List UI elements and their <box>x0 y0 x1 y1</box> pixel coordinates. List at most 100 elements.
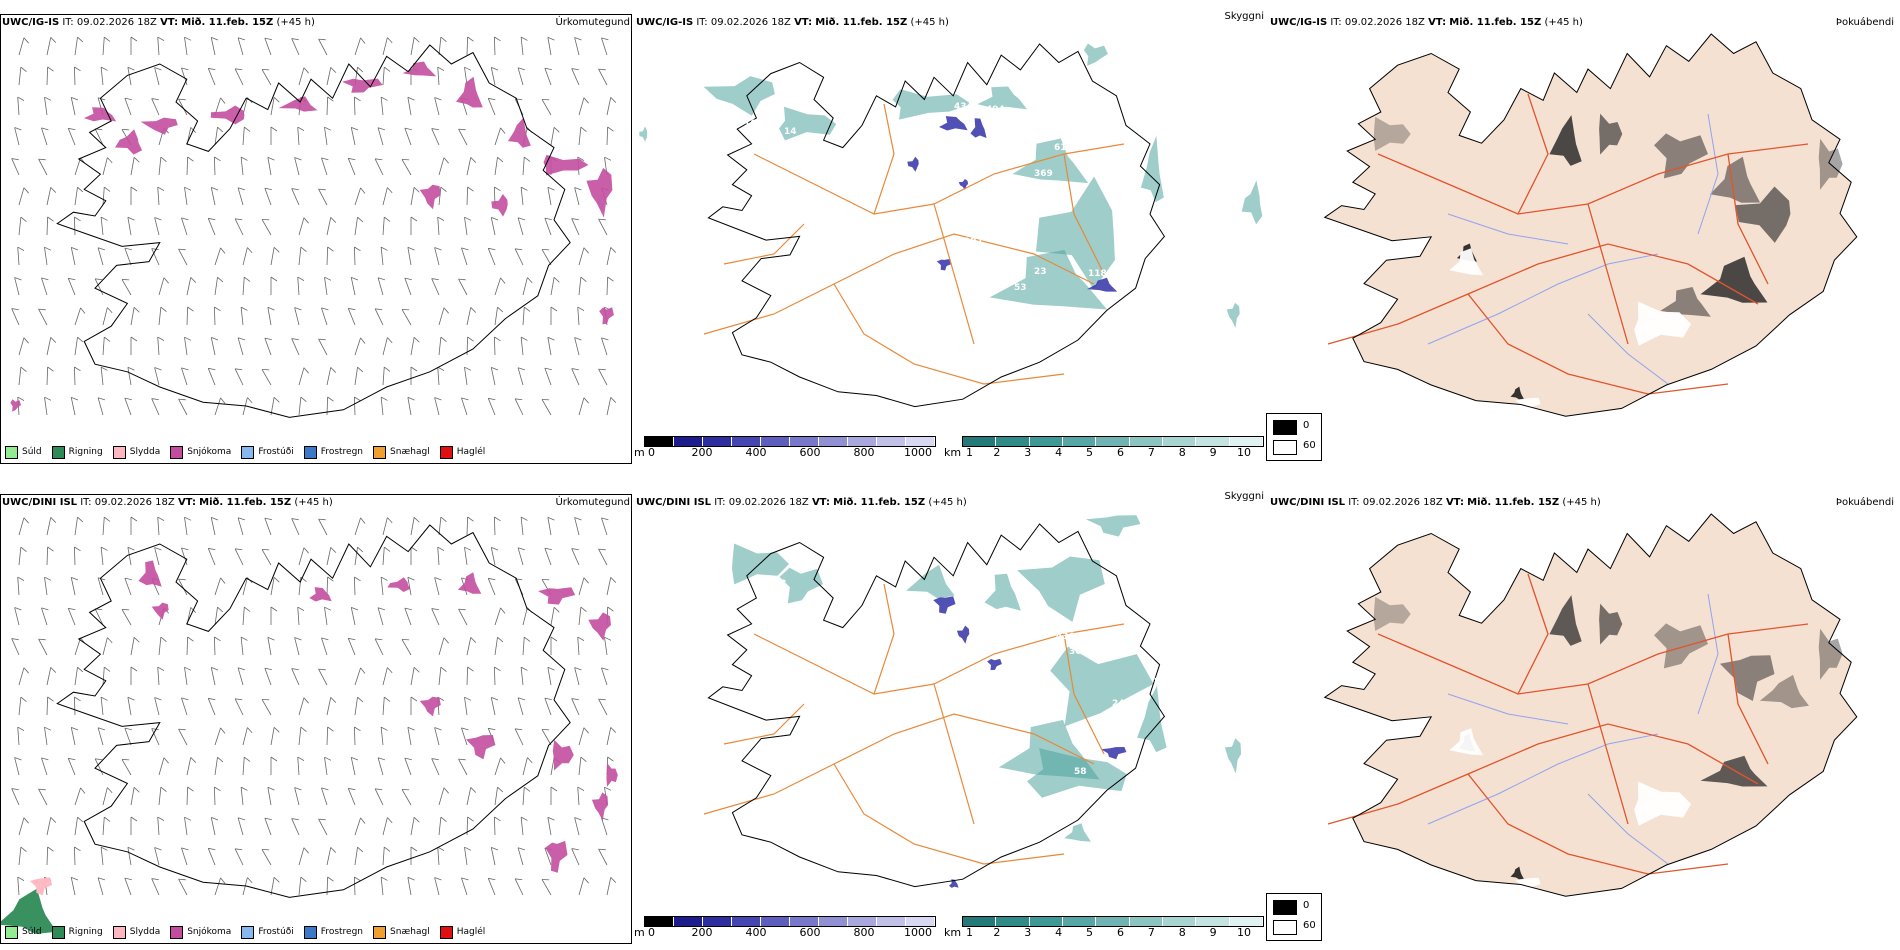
legend-label: Snæhagl <box>390 447 430 457</box>
colorbar-tick: 9 <box>1209 446 1217 459</box>
precip-title-row1: Úrkomutegund <box>555 17 630 28</box>
colorbar-cell <box>761 437 790 446</box>
precip-legend-item: Snæhagl <box>373 445 430 459</box>
vis-title-row1: Skyggni <box>1224 11 1264 22</box>
precip-legend-item: Súld <box>5 445 42 459</box>
fog-panel-row2 <box>1268 494 1900 944</box>
colorbar-tick: 400 <box>745 926 767 939</box>
header-fog-row2: UWC/DINI ISL IT: 09.02.2026 18Z VT: Mið.… <box>1268 494 1898 512</box>
colorbar-tick: 600 <box>799 446 821 459</box>
visibility-label: 369 <box>1034 169 1053 179</box>
cloud-base-colorbar-row2: m 0 200 400 600 800 1000 <box>634 916 936 942</box>
visibility-label: 86 <box>1154 677 1167 687</box>
colorbar-cell <box>819 437 848 446</box>
colorbar-strip <box>962 436 1264 447</box>
colorbar-cell <box>963 437 997 446</box>
visibility-label: 20 <box>1008 117 1021 127</box>
legend-label: Rigning <box>68 927 103 937</box>
legend-swatch <box>439 445 453 459</box>
visibility-label: 58 <box>1074 767 1087 777</box>
legend-label: Frostregn <box>320 927 364 937</box>
colorbar-cell <box>674 437 703 446</box>
snow-areas-row2 <box>1 560 618 934</box>
fog-title-row1: Þokuábendi <box>1835 17 1894 28</box>
legend-label: Frostúði <box>258 447 294 457</box>
visibility-label: 8 <box>1012 235 1018 245</box>
colorbar-tick: 4 <box>1055 926 1063 939</box>
visibility-label: 29 <box>1050 693 1063 703</box>
legend-swatch <box>373 925 387 939</box>
colorbar-cell <box>1162 437 1197 446</box>
precip-map-row2 <box>1 516 618 934</box>
colorbar-cell <box>1162 917 1197 926</box>
colorbar-tick: 0 <box>648 446 655 459</box>
colorbar-cell <box>1096 437 1130 446</box>
colorbar-tick: 9 <box>1209 926 1217 939</box>
colorbar-cell <box>1029 437 1063 446</box>
colorbar-cell <box>819 917 848 926</box>
colorbar-tick: 5 <box>1086 926 1094 939</box>
legend-swatch <box>51 925 65 939</box>
precip-legend-item: Slydda <box>112 925 160 939</box>
precip-legend-item: Súld <box>5 925 42 939</box>
visibility-label: 14 <box>784 127 797 137</box>
legend-swatch <box>241 925 255 939</box>
iceland-outline-fog-row1 <box>1323 33 1858 417</box>
colorbar-tick: 400 <box>745 446 767 459</box>
legend-swatch <box>241 445 255 459</box>
colorbar-tick: 6 <box>1116 926 1124 939</box>
fog-areas-row2 <box>1373 595 1843 893</box>
visibility-label: 43 <box>774 579 787 589</box>
legend-label: Snjókoma <box>187 927 232 937</box>
colorbar-cell <box>732 437 761 446</box>
fog-legend-swatch <box>1273 420 1297 435</box>
fog-legend-label: 0 <box>1303 900 1310 911</box>
visibility-label: 434 <box>954 102 973 112</box>
fog-legend-row2: 0 60 <box>1266 893 1322 941</box>
precip-legend-row2: Súld Rigning Slydda Snjókoma Frostúði Frostre… <box>5 925 485 939</box>
colorbar-cell <box>1229 437 1263 446</box>
fog-roads-row2 <box>1327 573 1809 875</box>
legend-swatch <box>303 445 317 459</box>
model-name: UWC/IG-IS <box>2 17 60 28</box>
visibility-label: 357 <box>1042 183 1061 193</box>
rivers-row1 <box>1427 113 1719 385</box>
fog-land-row1 <box>1324 34 1857 417</box>
colorbar-tick: 7 <box>1147 446 1155 459</box>
colorbar-tick: 8 <box>1178 446 1186 459</box>
fog-legend-label: 60 <box>1303 920 1316 931</box>
legend-swatch <box>112 445 126 459</box>
colorbar-tick: 3 <box>1024 926 1032 939</box>
header-precip-row2: UWC/DINI ISL IT: 09.02.2026 18Z VT: Mið.… <box>0 494 634 512</box>
fog-legend-swatch <box>1273 900 1297 915</box>
colorbar-cell <box>674 917 703 926</box>
iceland-outline-row1 <box>56 44 571 418</box>
visibility-label: 23 <box>1034 267 1047 277</box>
colorbar-cell <box>1029 917 1063 926</box>
precip-legend-item: Haglél <box>439 445 486 459</box>
precip-legend-item: Snjókoma <box>170 445 231 459</box>
legend-swatch <box>439 925 453 939</box>
precip-title-row2: Úrkomutegund <box>555 497 630 508</box>
colorbar-tick: 1000 <box>904 926 932 939</box>
colorbar-unit: m <box>634 446 645 459</box>
fog-legend-label: 0 <box>1303 420 1310 431</box>
colorbar-tick: 10 <box>1237 446 1251 459</box>
precip-legend-item: Snæhagl <box>373 925 430 939</box>
precip-map-row1 <box>10 36 617 418</box>
iceland-outline-vis-row1 <box>707 43 1166 408</box>
rivers-row2 <box>1427 593 1719 865</box>
colorbar-tick: 3 <box>1024 446 1032 459</box>
colorbar-cell <box>1229 917 1263 926</box>
colorbar-cell <box>1062 917 1097 926</box>
colorbar-unit: km <box>944 446 962 459</box>
legend-label: Haglél <box>456 447 486 457</box>
cloud-base-colorbar-row1: m 0 200 400 600 800 1000 <box>634 436 936 462</box>
legend-swatch <box>170 445 184 459</box>
colorbar-cell <box>790 437 819 446</box>
legend-swatch <box>373 445 387 459</box>
visibility-label: 16 <box>744 119 757 129</box>
visibility-label: 583 <box>1016 212 1035 222</box>
colorbar-tick: 8 <box>1178 926 1186 939</box>
